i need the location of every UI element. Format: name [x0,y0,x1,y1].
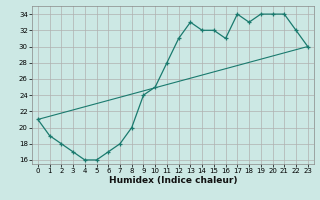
X-axis label: Humidex (Indice chaleur): Humidex (Indice chaleur) [108,176,237,185]
